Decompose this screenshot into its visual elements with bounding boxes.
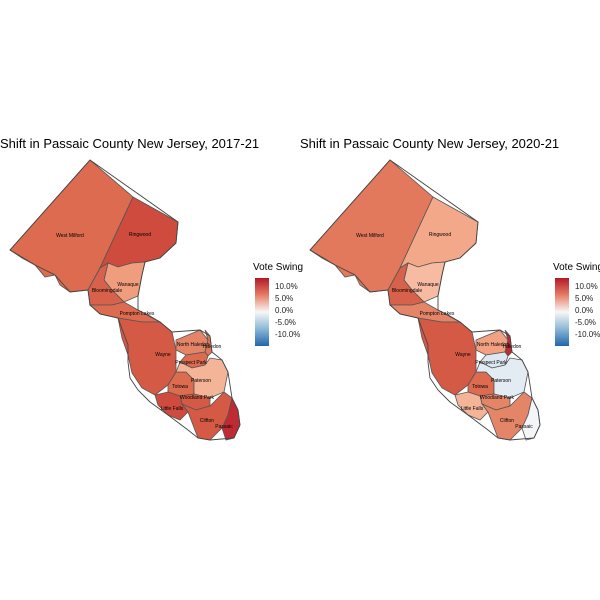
county-outline (9, 159, 241, 441)
map-title: Shift in Passaic County New Jersey, 2020… (300, 136, 560, 151)
legend-tick: 5.0% (275, 294, 294, 303)
map-panel-2020-21: Shift in Passaic County New Jersey, 2020… (300, 0, 600, 600)
municipality-label: Ringwood (129, 232, 151, 238)
municipality-label: Totowa (472, 384, 488, 390)
municipality-label: Bloomingdale (392, 288, 423, 294)
municipality-label: Haledon (203, 344, 222, 350)
legend-tick: 5.0% (575, 294, 594, 303)
municipality-label: North Haledon (177, 342, 209, 348)
legend-colorbar (255, 278, 269, 346)
municipality-label: Prospect Park (175, 360, 207, 366)
municipality-label: Pompton Lakes (120, 311, 155, 317)
municipality-label: North Haledon (477, 342, 509, 348)
municipality-label: Passaic (515, 424, 533, 430)
legend-title: Vote Swing (553, 262, 600, 273)
municipality-label: Passaic (215, 424, 233, 430)
municipality-label: Woodland Park (480, 395, 515, 401)
municipality-label: Paterson (491, 378, 511, 384)
legend-tick: 0.0% (275, 306, 294, 315)
municipality-label: Clifton (200, 418, 214, 424)
municipality-label: Little Falls (461, 406, 484, 412)
legend-title: Vote Swing (253, 262, 304, 273)
municipality-label: Pompton Lakes (420, 311, 455, 317)
municipality-label: Totowa (172, 384, 188, 390)
municipality-label: Wayne (155, 352, 171, 358)
municipality-label: West Milford (356, 233, 384, 239)
municipality-label: Wanaque (117, 282, 138, 288)
legend-tick: -10.0% (275, 330, 301, 339)
legend-tick: 0.0% (575, 306, 594, 315)
county-outline (309, 159, 541, 441)
legend-tick: 10.0% (575, 282, 598, 291)
legend-tick: -10.0% (575, 330, 600, 339)
municipality-label: Wanaque (417, 282, 438, 288)
legend-tick: -5.0% (275, 318, 296, 327)
municipality-label: West Milford (56, 233, 84, 239)
map-title: Shift in Passaic County New Jersey, 2017… (0, 136, 260, 151)
municipality-label: Bloomingdale (92, 288, 123, 294)
legend-tick: 10.0% (275, 282, 298, 291)
legend-colorbar (555, 278, 569, 346)
municipality-label: Ringwood (429, 232, 451, 238)
legend: Vote Swing 10.0% 5.0% 0.0% -5.0% -10.0% (253, 262, 304, 346)
legend: Vote Swing 10.0% 5.0% 0.0% -5.0% -10.0% (553, 262, 600, 346)
municipality-label: Prospect Park (475, 360, 507, 366)
municipality-label: Wayne (455, 352, 471, 358)
municipality-label: Little Falls (161, 406, 184, 412)
legend-tick: -5.0% (575, 318, 596, 327)
municipality-label: Clifton (500, 418, 514, 424)
municipality-label: Haledon (503, 344, 522, 350)
map-panel-2017-21: Shift in Passaic County New Jersey, 2017… (0, 136, 304, 441)
municipality-label: Paterson (191, 378, 211, 384)
municipality-label: Woodland Park (180, 395, 215, 401)
